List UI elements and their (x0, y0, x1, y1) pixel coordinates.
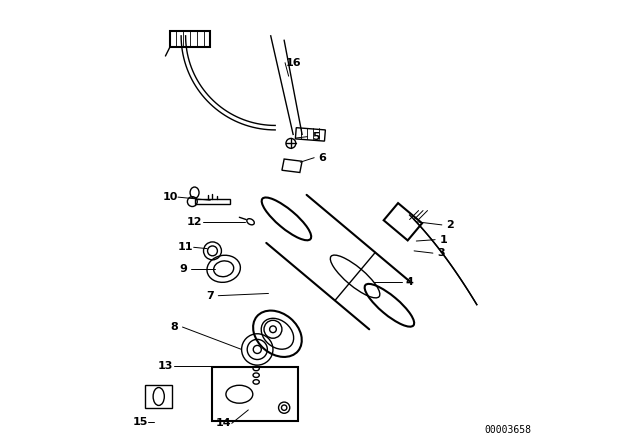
Text: 5: 5 (312, 132, 319, 142)
Text: 00003658: 00003658 (484, 425, 532, 435)
Text: 7: 7 (206, 291, 214, 301)
Text: 3: 3 (437, 248, 445, 258)
Text: 8: 8 (170, 322, 179, 332)
Text: 13: 13 (157, 361, 173, 371)
Ellipse shape (247, 219, 254, 225)
Text: 9: 9 (179, 264, 188, 274)
Text: 10: 10 (162, 192, 178, 202)
Text: 2: 2 (446, 220, 454, 230)
Text: 6: 6 (318, 153, 326, 163)
Text: 1: 1 (439, 235, 447, 245)
Text: 11: 11 (178, 242, 193, 252)
Text: 12: 12 (187, 217, 202, 227)
Text: 14: 14 (216, 418, 232, 428)
Bar (383, 203, 422, 241)
Text: 16: 16 (285, 58, 301, 68)
Text: 15: 15 (132, 417, 148, 427)
Text: 4: 4 (406, 277, 413, 287)
